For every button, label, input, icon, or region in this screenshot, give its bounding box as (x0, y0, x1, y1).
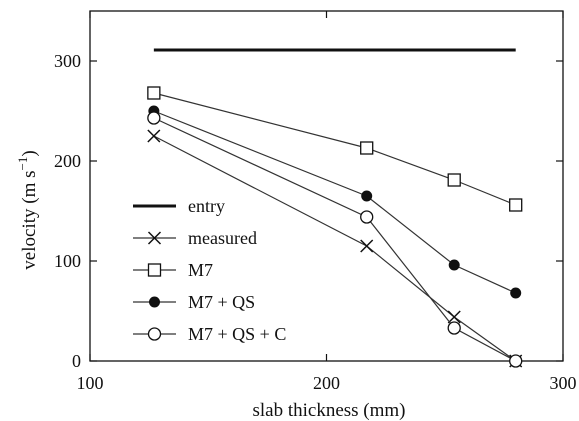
series-2 (147, 86, 523, 212)
x-tick-label: 100 (77, 373, 104, 393)
data-point-2-1 (360, 141, 374, 155)
data-point-3-3 (510, 287, 522, 299)
legend-label: M7 + QS (188, 292, 255, 312)
legend-label: M7 (188, 260, 213, 280)
x-tick-label: 200 (313, 373, 340, 393)
legend-entry-4: M7 + QS + C (133, 324, 286, 344)
series-line-2 (153, 92, 516, 206)
y-tick-label: 100 (54, 251, 81, 271)
data-point-1-0 (147, 129, 161, 143)
legend-entry-0: entry (133, 196, 225, 216)
data-point-3-1 (361, 190, 373, 202)
data-point-2-0 (147, 86, 161, 100)
legend-label: measured (188, 228, 257, 248)
y-tick-label: 200 (54, 151, 81, 171)
series-line-4 (153, 117, 516, 362)
y-axis-label-end: ) (19, 150, 40, 156)
legend: entry measured M7 M7 + QS M7 + QS + C (133, 196, 286, 344)
data-point-4-3 (509, 354, 523, 368)
y-axis-label-sup: −1 (15, 157, 30, 171)
plot-frame (89, 10, 564, 362)
legend-label: entry (188, 196, 225, 216)
data-point-4-2 (447, 321, 461, 335)
y-tick-label: 300 (54, 51, 81, 71)
x-axis-label: slab thickness (mm) (252, 400, 405, 421)
legend-label: M7 + QS + C (188, 324, 286, 344)
series-4 (147, 111, 523, 368)
legend-marker (147, 231, 162, 245)
legend-marker (147, 327, 162, 341)
series-line-3 (153, 110, 516, 294)
series-line-1 (153, 135, 517, 362)
data-point-1-2 (447, 310, 461, 324)
data-point-4-0 (147, 111, 161, 125)
legend-entry-1: measured (133, 228, 257, 248)
data-point-2-2 (447, 173, 461, 187)
legend-marker (149, 296, 160, 308)
data-point-2-3 (509, 198, 523, 212)
y-axis-label: velocity (m s−1) (15, 150, 40, 269)
legend-entry-2: M7 (133, 260, 213, 280)
y-axis-label-main: velocity (m s (19, 170, 40, 269)
data-point-1-1 (360, 239, 374, 253)
data-point-4-1 (360, 210, 374, 224)
x-tick-label: 300 (550, 373, 577, 393)
legend-marker (147, 263, 162, 277)
series-layer (147, 48, 523, 368)
data-point-3-2 (448, 259, 460, 271)
y-tick-label: 0 (72, 351, 81, 371)
legend-entry-3: M7 + QS (133, 292, 255, 312)
